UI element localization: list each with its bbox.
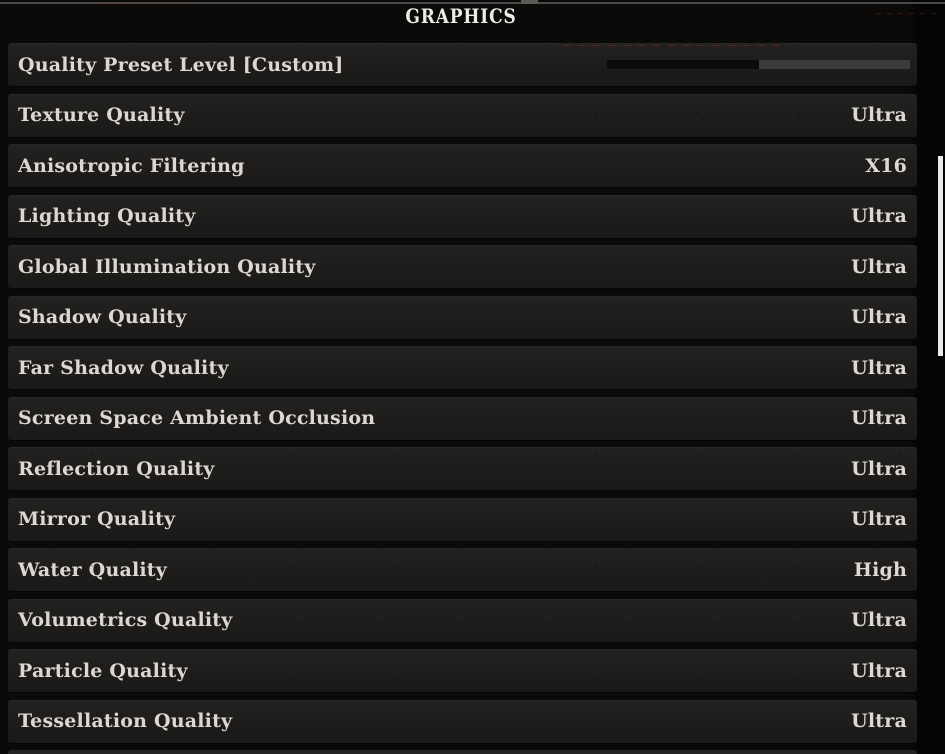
setting-row-tessellation-quality[interactable]: Tessellation Quality Ultra — [8, 699, 917, 743]
setting-row-water-quality[interactable]: Water Quality High — [8, 548, 917, 591]
setting-row-particle-quality[interactable]: Particle Quality Ultra — [8, 649, 917, 692]
setting-row-volumetrics-quality[interactable]: Volumetrics Quality Ultra — [8, 598, 917, 642]
film-scratch — [876, 13, 938, 14]
top-divider-notch — [521, 0, 538, 4]
setting-row-far-shadow-quality[interactable]: Far Shadow Quality Ultra — [8, 346, 917, 389]
setting-label: Global Illumination Quality — [18, 255, 316, 278]
setting-label: Far Shadow Quality — [18, 356, 229, 379]
setting-row-texture-quality[interactable]: Texture Quality Ultra — [8, 93, 917, 137]
settings-list: Quality Preset Level [Custom] Texture Qu… — [8, 43, 917, 743]
setting-value: Ultra — [851, 659, 907, 682]
setting-label: Reflection Quality — [18, 457, 215, 480]
setting-label: Tessellation Quality — [18, 710, 233, 732]
setting-label: Texture Quality — [18, 104, 185, 126]
setting-label: Particle Quality — [18, 659, 188, 682]
quality-preset-slider-rest — [758, 60, 910, 69]
setting-label: Screen Space Ambient Occlusion — [18, 407, 376, 429]
setting-label: Lighting Quality — [18, 205, 196, 227]
setting-value: X16 — [865, 154, 907, 177]
setting-label: Mirror Quality — [18, 508, 176, 530]
setting-row-anisotropic-filtering[interactable]: Anisotropic Filtering X16 — [8, 144, 917, 187]
setting-label: Anisotropic Filtering — [18, 154, 245, 177]
setting-value: Ultra — [851, 609, 907, 631]
setting-label: Shadow Quality — [18, 306, 187, 328]
setting-label: Volumetrics Quality — [18, 609, 233, 631]
setting-value: Ultra — [851, 104, 907, 126]
setting-row-mirror-quality[interactable]: Mirror Quality Ultra — [8, 497, 917, 541]
setting-row-global-illumination-quality[interactable]: Global Illumination Quality Ultra — [8, 245, 917, 288]
setting-value: Ultra — [851, 457, 907, 480]
quality-preset-slider-fill — [607, 60, 759, 69]
setting-row-reflection-quality[interactable]: Reflection Quality Ultra — [8, 447, 917, 490]
scrollbar-thumb[interactable] — [938, 156, 943, 356]
setting-row-shadow-quality[interactable]: Shadow Quality Ultra — [8, 295, 917, 339]
page-title: GRAPHICS — [405, 4, 517, 28]
setting-value: Ultra — [851, 255, 907, 278]
setting-value: Ultra — [851, 205, 907, 227]
setting-value: High — [853, 558, 907, 581]
setting-value: Ultra — [851, 356, 907, 379]
setting-label: Quality Preset Level [Custom] — [18, 53, 344, 76]
setting-row-lighting-quality[interactable]: Lighting Quality Ultra — [8, 194, 917, 238]
setting-value: Ultra — [851, 508, 907, 530]
setting-value: Ultra — [851, 710, 907, 732]
top-divider-line — [0, 2, 945, 4]
setting-value: Ultra — [851, 306, 907, 328]
setting-value: Ultra — [851, 407, 907, 429]
setting-row-screen-space-ambient-occlusion[interactable]: Screen Space Ambient Occlusion Ultra — [8, 396, 917, 440]
quality-preset-slider[interactable] — [607, 60, 910, 69]
setting-label: Water Quality — [18, 558, 168, 581]
setting-row-partial — [8, 750, 917, 754]
setting-row-quality-preset-level[interactable]: Quality Preset Level [Custom] — [8, 43, 917, 86]
